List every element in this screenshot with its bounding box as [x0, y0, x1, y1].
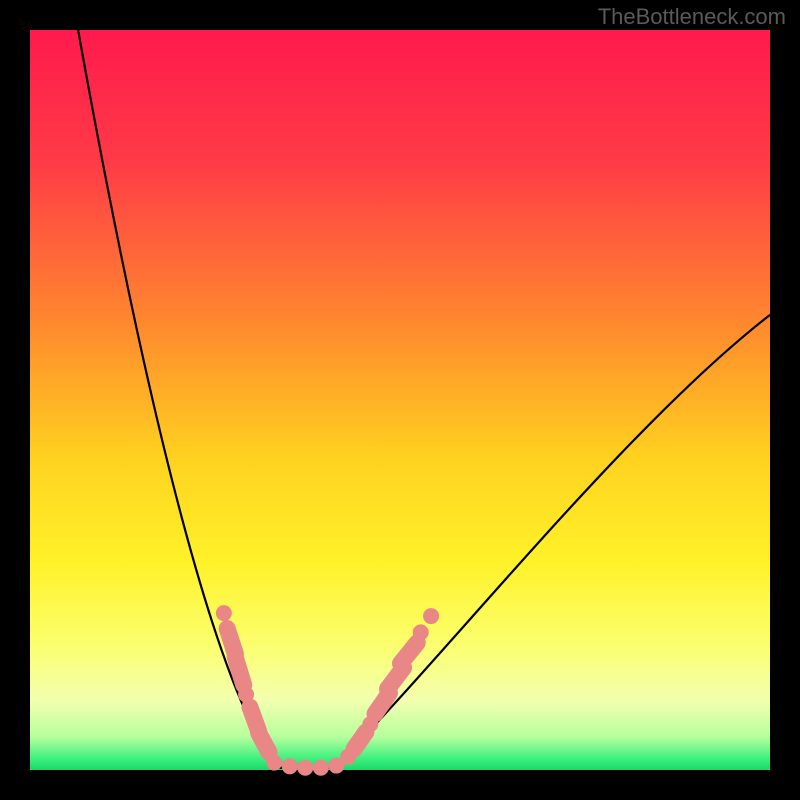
- bead-capsule-right_cluster-1: [354, 732, 366, 749]
- watermark-text: TheBottleneck.com: [598, 4, 786, 30]
- bead-capsule-left_cluster-2: [235, 657, 244, 685]
- bead-dot-bottom_cluster-1: [282, 759, 297, 774]
- bead-dot-bottom_cluster-3: [313, 760, 328, 775]
- bottleneck-chart: [0, 0, 800, 800]
- bead-capsule-left_cluster-5: [259, 733, 269, 753]
- bead-dot-bottom_cluster-2: [298, 760, 313, 775]
- bead-dot-right_cluster-7: [424, 609, 439, 624]
- bead-dot-bottom_cluster-0: [267, 755, 282, 770]
- bead-dot-left_cluster-0: [216, 606, 231, 621]
- bead-dot-right_cluster-6: [413, 625, 428, 640]
